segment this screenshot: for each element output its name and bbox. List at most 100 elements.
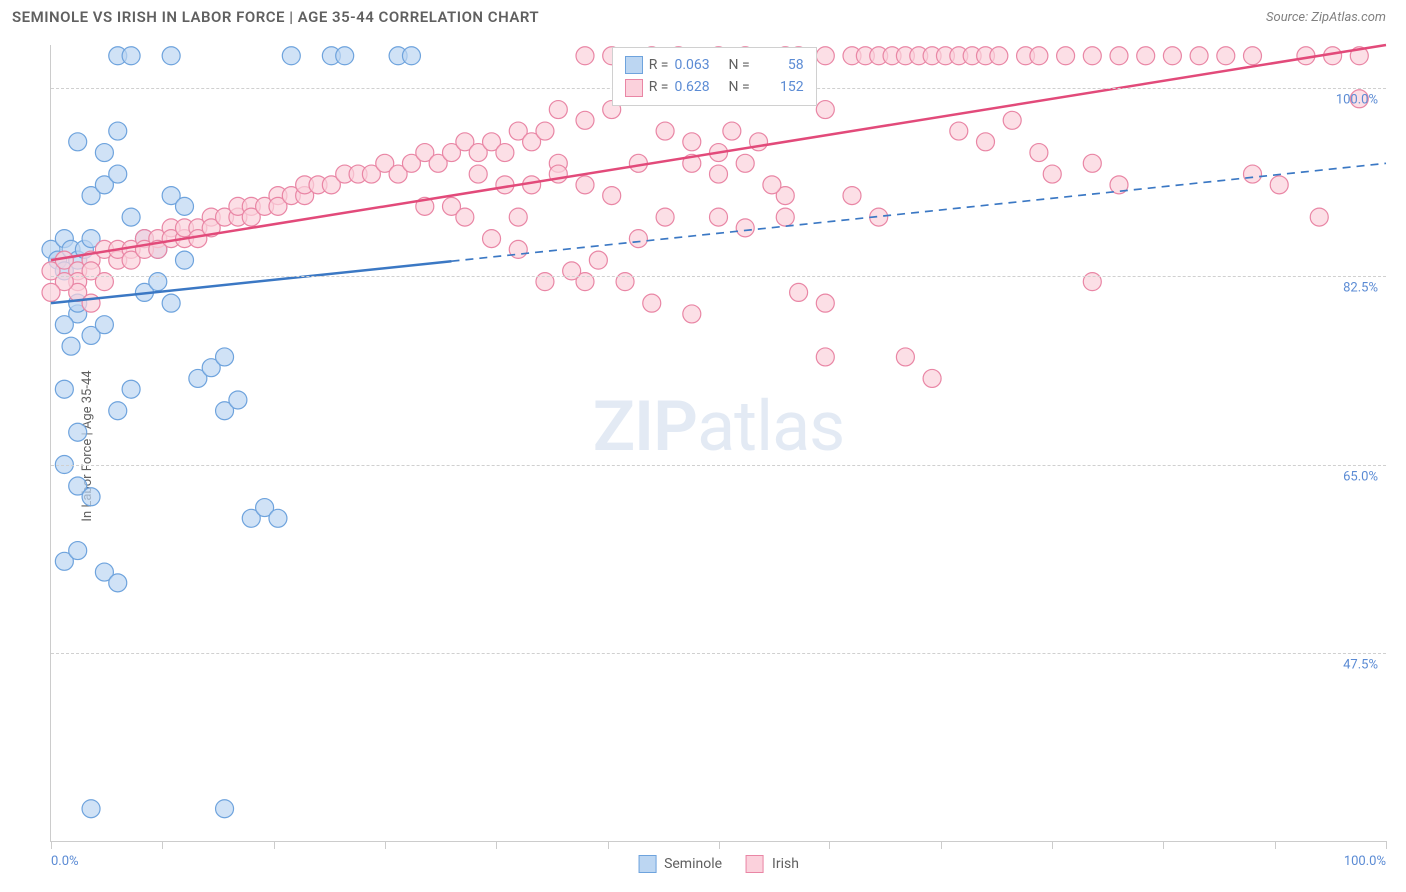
data-point xyxy=(1163,47,1181,65)
data-point xyxy=(843,187,861,205)
x-tick xyxy=(608,841,609,849)
legend-label-seminole: Seminole xyxy=(664,856,722,872)
data-point xyxy=(1030,47,1048,65)
data-point xyxy=(69,423,87,441)
data-point xyxy=(776,208,794,226)
x-tick xyxy=(274,841,275,849)
data-point xyxy=(483,230,501,248)
data-point xyxy=(55,316,73,334)
x-tick xyxy=(829,841,830,849)
legend-label-irish: Irish xyxy=(772,856,799,872)
data-point xyxy=(82,294,100,312)
data-point xyxy=(990,47,1008,65)
data-point xyxy=(109,574,127,592)
data-point xyxy=(576,111,594,129)
data-point xyxy=(1083,47,1101,65)
x-tick xyxy=(1163,841,1164,849)
data-point xyxy=(977,133,995,151)
legend-r-value-irish: 0.628 xyxy=(674,76,722,98)
x-tick xyxy=(51,841,52,849)
chart-plot-area: ZIPatlas R = 0.063 N = 58 R = 0.628 N = … xyxy=(50,45,1386,842)
data-point xyxy=(496,144,514,162)
y-tick-label: 82.5% xyxy=(1343,281,1378,296)
data-point xyxy=(216,348,234,366)
data-point xyxy=(790,283,808,301)
data-point xyxy=(62,337,80,355)
data-point xyxy=(1083,154,1101,172)
legend-item-seminole: Seminole xyxy=(638,855,722,873)
chart-source: Source: ZipAtlas.com xyxy=(1266,10,1386,25)
legend-row-seminole: R = 0.063 N = 58 xyxy=(625,54,804,76)
data-point xyxy=(82,488,100,506)
data-point xyxy=(923,369,941,387)
data-point xyxy=(683,133,701,151)
data-point xyxy=(816,294,834,312)
legend-item-irish: Irish xyxy=(746,855,799,873)
data-point xyxy=(402,47,420,65)
legend-n-value-seminole: 58 xyxy=(756,54,804,76)
x-tick xyxy=(719,841,720,849)
data-point xyxy=(1270,176,1288,194)
x-tick xyxy=(941,841,942,849)
gridline xyxy=(51,276,1386,277)
data-point xyxy=(282,47,300,65)
data-point xyxy=(162,294,180,312)
data-point xyxy=(576,176,594,194)
data-point xyxy=(269,509,287,527)
data-point xyxy=(55,380,73,398)
data-point xyxy=(1043,165,1061,183)
legend-n-label: N = xyxy=(728,54,749,76)
data-point xyxy=(229,391,247,409)
legend-swatch-irish-bottom xyxy=(746,855,764,873)
data-point xyxy=(1190,47,1208,65)
data-point xyxy=(736,154,754,172)
x-tick xyxy=(496,841,497,849)
data-point xyxy=(95,316,113,334)
data-point xyxy=(1310,208,1328,226)
data-point xyxy=(1057,47,1075,65)
data-point xyxy=(763,176,781,194)
data-point xyxy=(69,542,87,560)
data-point xyxy=(1003,111,1021,129)
data-point xyxy=(710,208,728,226)
x-tick xyxy=(1386,841,1387,849)
legend-r-label: R = xyxy=(649,76,669,98)
correlation-legend: R = 0.063 N = 58 R = 0.628 N = 152 xyxy=(612,47,817,106)
chart-title: SEMINOLE VS IRISH IN LABOR FORCE | AGE 3… xyxy=(12,8,539,26)
x-tick xyxy=(1275,841,1276,849)
data-point xyxy=(643,294,661,312)
data-point xyxy=(816,101,834,119)
data-point xyxy=(509,208,527,226)
data-point xyxy=(1137,47,1155,65)
data-point xyxy=(1217,47,1235,65)
data-point xyxy=(576,47,594,65)
gridline xyxy=(51,653,1386,654)
legend-row-irish: R = 0.628 N = 152 xyxy=(625,76,804,98)
data-point xyxy=(109,122,127,140)
data-point xyxy=(710,165,728,183)
data-point xyxy=(736,219,754,237)
legend-r-label: R = xyxy=(649,54,669,76)
legend-swatch-seminole xyxy=(625,56,643,74)
data-point xyxy=(336,47,354,65)
data-point xyxy=(816,47,834,65)
data-point xyxy=(176,197,194,215)
x-tick-right: 100.0% xyxy=(1344,854,1386,869)
data-point xyxy=(82,800,100,818)
y-tick-label: 65.0% xyxy=(1343,469,1378,484)
data-point xyxy=(1030,144,1048,162)
legend-swatch-irish xyxy=(625,79,643,97)
data-point xyxy=(162,47,180,65)
data-point xyxy=(216,800,234,818)
legend-r-value-seminole: 0.063 xyxy=(674,54,722,76)
data-point xyxy=(1244,47,1262,65)
data-point xyxy=(549,101,567,119)
x-tick xyxy=(1052,841,1053,849)
data-point xyxy=(683,305,701,323)
data-point xyxy=(69,133,87,151)
data-point xyxy=(896,348,914,366)
legend-swatch-seminole-bottom xyxy=(638,855,656,873)
data-point xyxy=(589,251,607,269)
data-point xyxy=(176,251,194,269)
x-tick xyxy=(162,841,163,849)
